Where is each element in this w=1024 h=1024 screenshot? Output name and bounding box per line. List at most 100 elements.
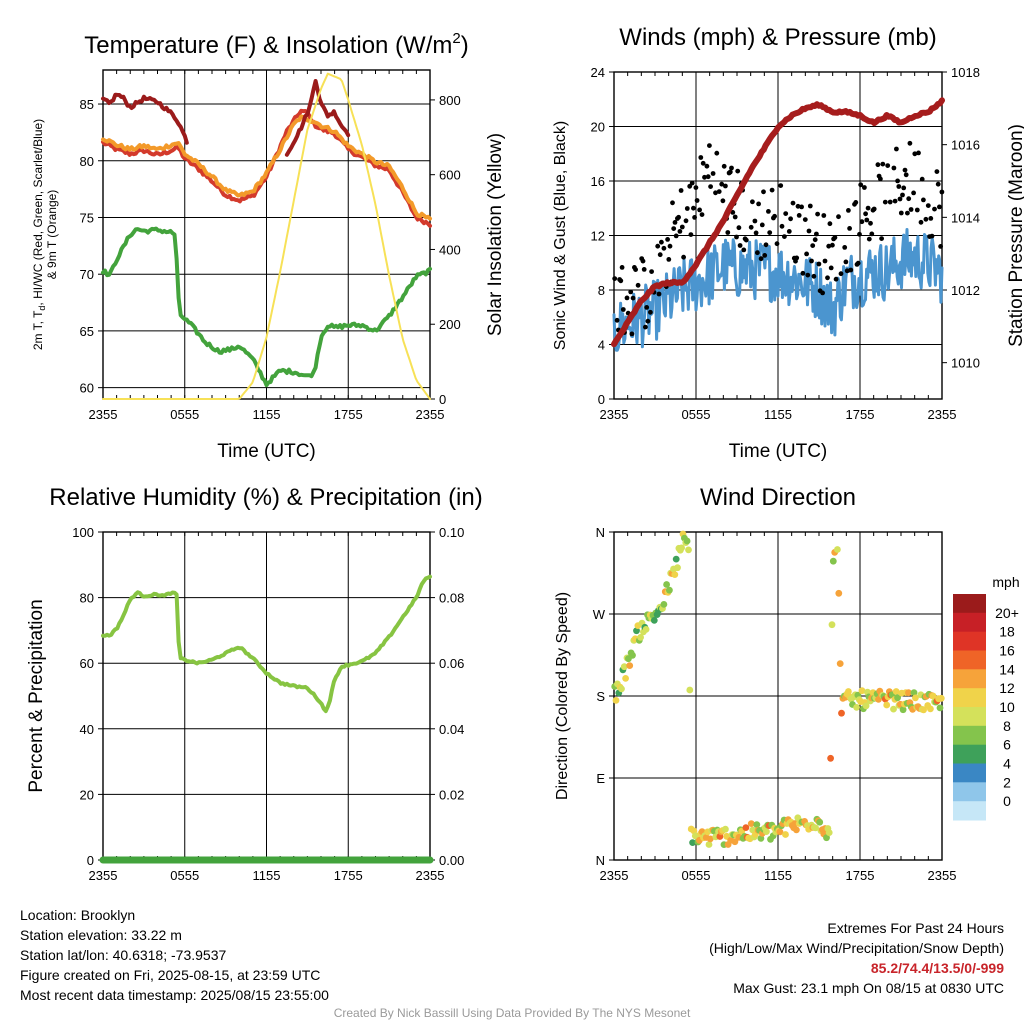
- gust-point: [750, 199, 755, 205]
- location-label: Location: Brooklyn: [20, 907, 136, 923]
- y2-tick-label: 0.06: [439, 656, 464, 671]
- colorbar-label: 10: [999, 699, 1015, 715]
- direction-point: [853, 704, 860, 711]
- direction-point: [660, 601, 668, 608]
- direction-point: [829, 557, 837, 565]
- y2-tick-label: 1014: [951, 210, 980, 225]
- gust-point: [612, 276, 618, 281]
- gust-point: [788, 216, 793, 222]
- colorbar-swatch: [953, 650, 986, 670]
- gust-point: [848, 267, 854, 273]
- y-tick-label: N: [596, 853, 605, 868]
- gust-point: [710, 171, 716, 176]
- gust-point: [761, 189, 766, 195]
- direction-point: [890, 705, 897, 713]
- y2-axis-label: Station Pressure (Maroon): [1006, 124, 1024, 347]
- gust-point: [869, 231, 875, 237]
- direction-point: [622, 675, 629, 682]
- gust-point: [666, 257, 672, 262]
- sonic-wind-line: [612, 228, 944, 352]
- gust-point: [786, 229, 792, 234]
- direction-point: [862, 702, 870, 710]
- direction-point: [892, 688, 900, 695]
- colorbar-swatch: [953, 594, 986, 614]
- gust-point: [707, 143, 712, 149]
- direction-point: [929, 692, 937, 700]
- gust-point: [871, 206, 877, 212]
- x-axis-label: Time (UTC): [729, 441, 828, 462]
- x-tick-label: 2355: [89, 868, 118, 883]
- gust-point: [684, 206, 690, 211]
- gust-point: [862, 185, 867, 190]
- gust-point: [821, 213, 827, 218]
- y-tick-label: E: [596, 771, 605, 786]
- y-tick-label: 16: [591, 174, 605, 189]
- y-tick-label: N: [596, 525, 605, 540]
- gust-point: [735, 168, 741, 174]
- gust-point: [864, 217, 870, 223]
- gust-point: [671, 226, 677, 232]
- gust-point: [725, 230, 731, 235]
- colorbar-label: 18: [999, 624, 1015, 640]
- gust-point: [828, 265, 834, 271]
- x-tick-label: 0555: [170, 407, 199, 422]
- gust-point: [935, 181, 941, 187]
- y2-tick-label: 0: [439, 392, 446, 407]
- x-tick-label: 2355: [928, 868, 957, 883]
- direction-point: [612, 697, 620, 704]
- gust-point: [752, 218, 758, 224]
- direction-point: [927, 705, 934, 713]
- x-tick-label: 0555: [170, 868, 199, 883]
- direction-point: [836, 660, 844, 667]
- gust-point: [779, 223, 785, 229]
- gust-point: [863, 211, 868, 217]
- gust-point: [934, 169, 940, 175]
- y-tick-label: 60: [80, 656, 94, 671]
- x-tick-label: 2355: [416, 407, 445, 422]
- gust-point: [702, 174, 707, 180]
- gust-point: [672, 220, 678, 225]
- direction-point: [650, 617, 658, 624]
- gust-point: [895, 178, 900, 184]
- gust-point: [700, 160, 706, 166]
- direction-point: [689, 839, 696, 846]
- gust-point: [799, 204, 804, 210]
- gust-point: [767, 230, 773, 236]
- colorbar-label: 12: [999, 680, 1015, 696]
- gust-point: [769, 187, 775, 193]
- x-tick-label: 1755: [334, 407, 363, 422]
- gust-point: [762, 253, 768, 258]
- gust-point: [614, 317, 620, 323]
- gust-point: [919, 176, 925, 182]
- direction-point: [825, 829, 833, 836]
- gust-point: [719, 181, 725, 187]
- x-tick-label: 2355: [600, 407, 629, 422]
- direction-point: [637, 634, 644, 641]
- direction-point: [905, 689, 912, 697]
- gust-point: [727, 169, 733, 175]
- y2-tick-label: 1016: [951, 138, 980, 153]
- colorbar-swatch: [953, 763, 986, 783]
- direction-point: [816, 818, 824, 826]
- gust-point: [816, 261, 822, 267]
- direction-point: [666, 586, 673, 594]
- direction-point: [823, 834, 830, 842]
- gust-point: [689, 180, 695, 186]
- y-tick-label: 20: [80, 787, 94, 802]
- gust-point: [648, 309, 653, 315]
- colorbar: mph 20+ 18 16 14 12 10 8 6 4 2 0: [953, 574, 1020, 821]
- y2-tick-label: 0.02: [439, 787, 464, 802]
- gust-point: [704, 163, 710, 169]
- gust-point: [755, 250, 760, 256]
- gust-point: [729, 165, 734, 171]
- chart-title: Relative Humidity (%) & Precipitation (i…: [49, 484, 482, 511]
- colorbar-swatch: [953, 669, 986, 689]
- y-tick-label: 0: [87, 853, 94, 868]
- station-info: Location: Brooklyn Station elevation: 33…: [20, 905, 329, 1005]
- gust-point: [885, 163, 891, 169]
- x-tick-label: 0555: [682, 868, 711, 883]
- y2-tick-label: 800: [439, 93, 461, 108]
- gust-point: [698, 155, 704, 160]
- y2-tick-label: 1012: [951, 283, 980, 298]
- direction-point: [706, 835, 714, 843]
